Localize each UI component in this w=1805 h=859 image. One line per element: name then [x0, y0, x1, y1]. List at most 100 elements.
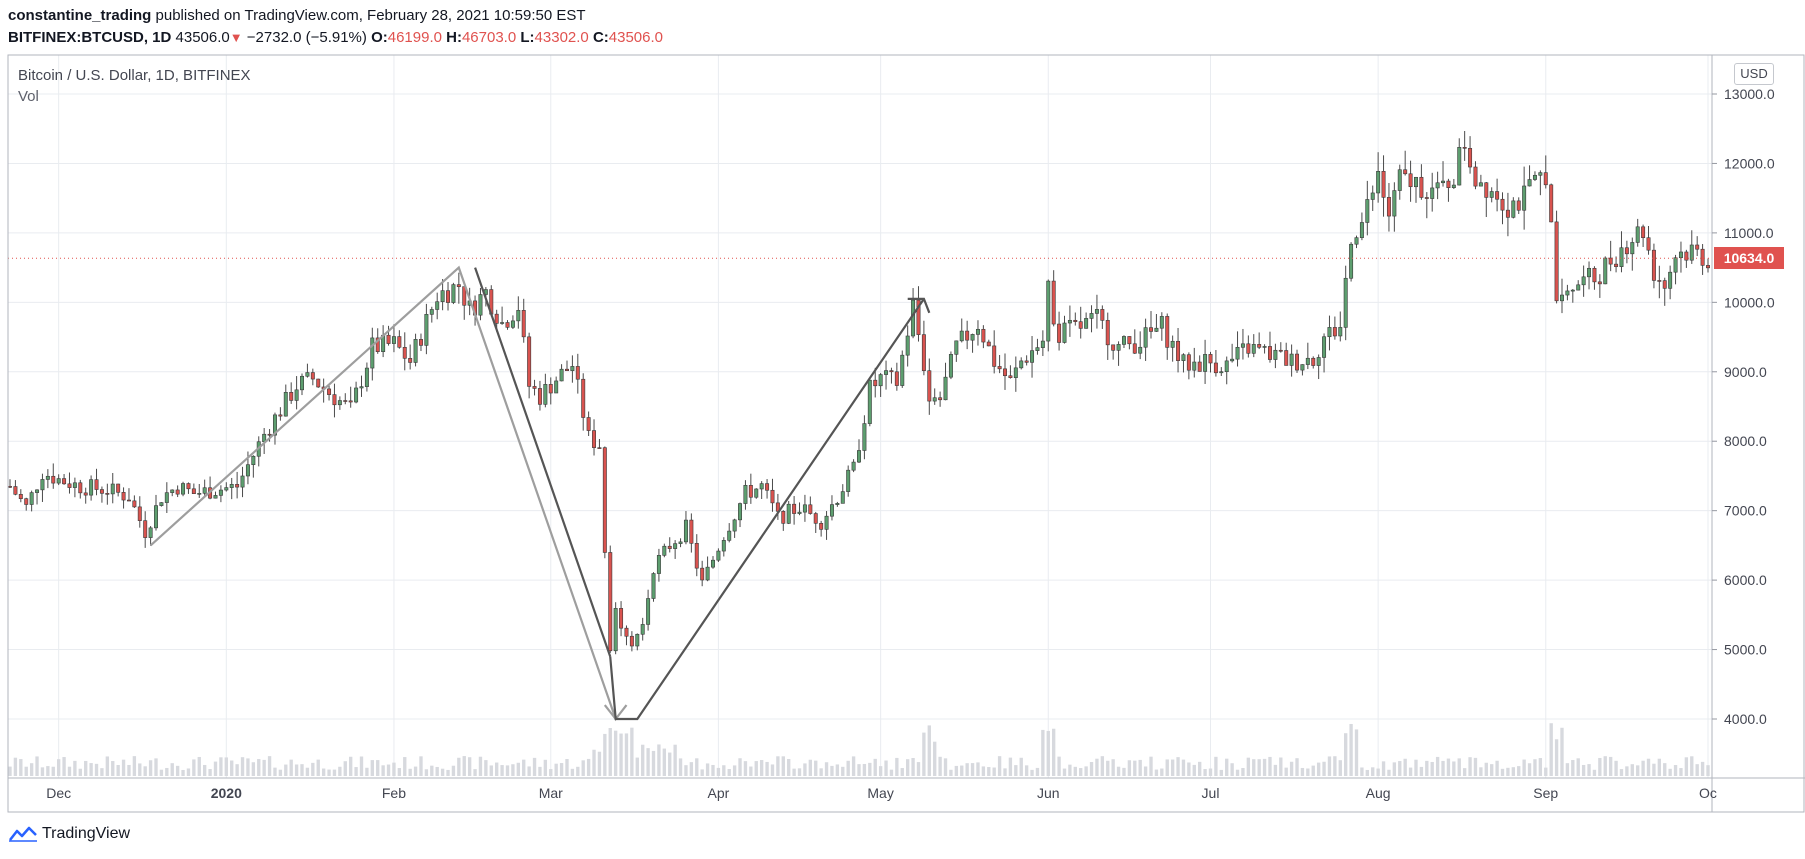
volume-bar	[1338, 760, 1342, 776]
candle	[1608, 240, 1613, 272]
candle	[213, 491, 218, 499]
y-tick-label: 13000.0	[1724, 86, 1775, 102]
candle	[824, 511, 829, 540]
candle	[640, 617, 645, 641]
candle	[1473, 161, 1478, 190]
trend-line-dark-rebound[interactable]	[609, 298, 925, 721]
volume-bar	[1446, 758, 1451, 776]
x-tick-label: Jun	[1037, 785, 1060, 801]
volume-bar	[1608, 756, 1613, 776]
candle	[332, 383, 337, 418]
candle	[1370, 185, 1375, 211]
price-axis[interactable]: 4000.0 5000.0 6000.0 7000.0 8000.0 9000.0 1000…	[1712, 86, 1775, 727]
candle	[1067, 305, 1072, 337]
published-text: published on TradingView.com, February 2…	[155, 7, 586, 24]
arrow-head-dark[interactable]	[907, 297, 931, 314]
x-tick-label: May	[867, 785, 893, 801]
volume-bar	[381, 765, 385, 776]
candle	[894, 362, 899, 391]
candle	[683, 511, 688, 545]
candle	[754, 488, 759, 499]
volume-bar	[522, 759, 526, 776]
volume-bar	[1684, 757, 1689, 776]
volume-bar	[484, 760, 488, 776]
volume-bar	[138, 763, 142, 776]
volume-bar	[1435, 756, 1440, 776]
volume-bar	[646, 748, 650, 776]
candle	[1192, 347, 1197, 378]
candle	[619, 601, 624, 637]
candle	[1230, 343, 1235, 363]
candle	[1386, 182, 1391, 232]
volume-bar	[668, 752, 672, 776]
volume-bar	[1219, 769, 1223, 776]
candle	[1273, 343, 1278, 369]
volume-bar	[89, 763, 93, 776]
volume-bar	[116, 764, 120, 776]
candle	[1316, 354, 1321, 380]
volume-legend[interactable]: Vol	[18, 88, 39, 105]
volume-bar	[516, 762, 520, 776]
volume-bar	[159, 769, 164, 776]
candle	[1484, 182, 1489, 218]
trend-line-dark[interactable]	[474, 267, 612, 657]
volume-bar	[527, 766, 531, 776]
volume-bar	[349, 756, 353, 776]
candle	[272, 412, 277, 445]
candle	[289, 382, 294, 404]
tradingview-brand[interactable]: TradingView	[8, 825, 130, 843]
currency-badge[interactable]: USD	[1734, 63, 1774, 85]
candle	[781, 510, 786, 531]
volume-bar	[316, 759, 320, 776]
candle	[1311, 356, 1316, 369]
candle	[1549, 183, 1554, 223]
volume-bar	[911, 758, 915, 776]
candle	[1630, 237, 1635, 271]
candle	[1457, 138, 1462, 186]
volume-bar	[976, 762, 980, 776]
volume-bar	[1073, 766, 1077, 776]
candle	[943, 362, 948, 401]
candle	[45, 469, 50, 489]
volume-bar	[1554, 739, 1559, 776]
volume-bar	[543, 759, 548, 776]
volume-bar	[1527, 763, 1532, 776]
chart-legend-title[interactable]: Bitcoin / U.S. Dollar, 1D, BITFINEX	[18, 67, 251, 84]
volume-bar	[1544, 767, 1548, 776]
candle	[354, 381, 359, 404]
candle	[35, 489, 40, 505]
candle	[857, 439, 861, 464]
arrow-head-light[interactable]	[603, 704, 617, 720]
trend-line-light[interactable]	[149, 265, 628, 722]
volume-bar	[1176, 757, 1180, 776]
candle	[1165, 313, 1170, 360]
candle	[721, 537, 726, 557]
volume-bar	[1479, 767, 1483, 776]
volume-bar	[1187, 762, 1191, 776]
volume-bar	[1160, 768, 1164, 776]
time-axis[interactable]: Dec 2020 Feb Mar Apr May Jun Jul Aug Sep Oc	[46, 785, 1717, 801]
candle	[1695, 236, 1700, 257]
volume-bar	[549, 769, 553, 776]
candle	[218, 485, 223, 503]
candle	[1051, 270, 1056, 327]
candle	[975, 320, 980, 346]
candle	[1597, 274, 1602, 298]
candle	[440, 278, 445, 311]
volume-bar	[1198, 761, 1202, 776]
candle	[759, 481, 764, 499]
volume-bar	[370, 760, 374, 776]
y-tick-label: 4000.0	[1724, 711, 1767, 727]
candle	[1084, 312, 1089, 329]
candle	[1078, 306, 1083, 339]
volume-bar	[8, 766, 12, 776]
trend-drawings[interactable]	[8, 257, 1712, 722]
author-name[interactable]: constantine_trading	[8, 7, 152, 24]
candle	[813, 511, 818, 533]
volume-bar	[1636, 765, 1640, 776]
candle	[1668, 265, 1673, 300]
current-price: 43506.0	[175, 29, 230, 46]
candle	[1208, 351, 1213, 373]
volume-bar	[197, 756, 201, 776]
